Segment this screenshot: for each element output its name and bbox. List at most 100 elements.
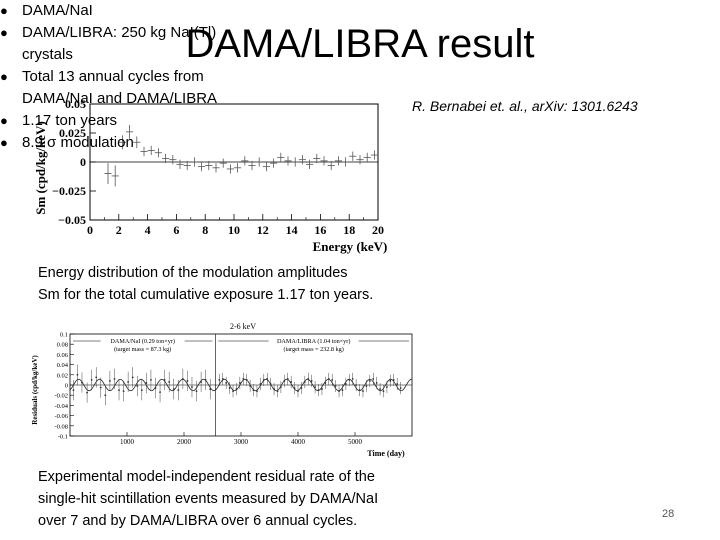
point-marker [168,381,171,383]
point-marker [355,384,358,386]
point-marker [172,388,175,390]
data-point [140,379,143,401]
data-point [256,385,258,398]
data-point [291,157,299,167]
point-marker [259,383,262,385]
data-point [365,379,368,393]
chart-title: 2-6 keV [230,322,256,331]
data-point [198,162,206,172]
point-marker [351,377,354,380]
bullet-item: DAMA/NaI [0,0,720,22]
data-point [113,368,116,390]
data-point [241,156,249,166]
point-marker [324,382,327,384]
data-point [389,374,392,388]
data-point [324,376,327,390]
point-marker [186,380,189,382]
data-point [191,376,193,398]
residuals-time-chart: 2-6 keV -0.1 -0.08 -0.06 -0.04 -0.02 0 0.02 0.0… [31,322,413,458]
y-tick-label: 0 [80,155,86,169]
data-point [235,382,238,396]
data-point [293,381,296,395]
data-point [342,157,350,167]
bullet-list: DAMA/NaI DAMA/LIBRA: 250 kg NaI(Tl) crysta… [0,0,720,154]
data-point [355,378,358,392]
data-point [379,382,381,396]
data-point [238,376,241,390]
point-marker [303,381,306,383]
point-marker [113,377,116,380]
data-point [111,165,119,187]
y-axis-label: Residuals (cpd/kg/keV) [31,355,39,425]
data-point [168,371,171,393]
data-point [81,372,83,393]
x-tick-label: 5000 [348,438,363,446]
data-point [122,380,125,402]
point-marker [280,386,282,388]
data-point [344,377,347,391]
point-marker [81,381,83,384]
data-point [290,375,293,389]
data-point [277,152,285,162]
data-point [242,372,245,385]
dataset-mass-nai: (target mass = 87.3 kg) [114,346,171,353]
x-tick-label: 6 [173,223,179,237]
data-point [228,381,231,395]
point-marker [269,383,272,385]
x-tick-label: 3000 [234,438,249,446]
data-point [284,156,292,166]
point-marker [276,390,279,393]
data-point [283,374,286,388]
point-marker [300,387,303,389]
data-point [273,382,275,396]
data-point [321,382,323,396]
x-tick-label: 4 [145,223,151,237]
data-point [154,377,157,399]
point-marker [235,388,238,390]
point-marker [331,379,334,381]
point-marker [389,380,392,382]
modulation-curve [69,378,413,392]
data-point [320,156,328,166]
data-point [259,377,262,391]
point-marker [273,388,275,390]
point-marker [232,390,234,393]
y-tick-label: -0.08 [54,423,68,430]
data-point [200,371,203,393]
data-point [195,380,198,402]
data-point [209,378,212,400]
data-point [205,160,213,171]
point-marker [122,390,125,393]
data-point [118,379,120,401]
point-marker [365,385,368,387]
data-point [327,372,330,385]
point-marker [310,380,313,382]
x-tick-label: 12 [257,223,269,237]
data-point [252,383,255,397]
data-point [341,383,344,397]
x-tick-label: 2000 [177,438,192,446]
data-point [232,385,234,398]
data-point [145,372,148,394]
point-marker [327,377,330,380]
point-marker [90,379,93,381]
data-point [104,163,112,185]
data-point [226,164,234,174]
data-point [99,377,102,398]
bullet-item: 1.17 ton years [0,110,720,132]
x-tick-label: 18 [343,223,355,237]
caption-residual-rate: Experimental model-independent residual … [38,466,378,532]
point-marker [242,377,245,380]
caption-line: single-hit scintillation events measured… [38,491,379,507]
data-point [392,373,395,387]
point-marker [127,381,130,383]
point-marker [266,377,269,380]
point-marker [341,389,344,391]
data-point [306,159,314,169]
data-point [262,373,265,387]
data-point [362,385,364,398]
point-marker [314,386,316,388]
data-point [212,163,220,173]
data-point [276,385,279,398]
point-marker [221,377,224,380]
